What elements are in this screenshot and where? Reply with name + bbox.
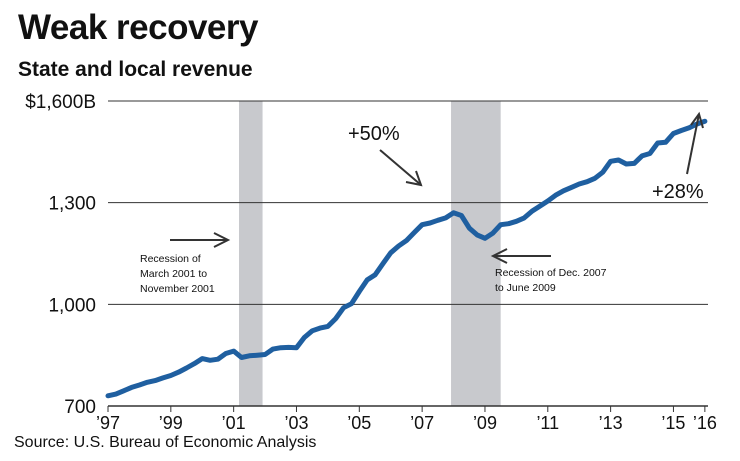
recession-note-2001-line-2: March 2001 to [140, 268, 207, 280]
recession-note-2001: Recession of March 2001 to November 2001 [140, 232, 231, 295]
x-tick-label: ’01 [222, 413, 246, 433]
chart-title: Weak recovery [18, 8, 258, 47]
y-tick-label: 700 [64, 397, 96, 418]
annotation-plus-28: +28% [652, 111, 704, 203]
recession-note-2001-line-3: November 2001 [140, 283, 215, 295]
recession-band-1 [238, 101, 263, 406]
y-tick-label: 1,300 [48, 194, 96, 215]
x-tick-label: ’97 [96, 413, 120, 433]
data-series [105, 118, 708, 399]
annotation-plus-50-label: +50% [348, 123, 400, 145]
recession-bands [238, 101, 501, 406]
arrow-up-icon [686, 111, 704, 175]
x-tick-label: ’11 [536, 413, 559, 433]
x-tick-label: ’07 [410, 413, 434, 433]
x-tick-label: ’03 [284, 413, 308, 433]
x-tick-label: ’99 [159, 413, 183, 433]
recession-note-2008-line-1: Recession of Dec. 2007 [495, 267, 607, 279]
source-note: Source: U.S. Bureau of Economic Analysis [14, 434, 317, 451]
recession-note-2008-line-2: to June 2009 [495, 282, 556, 294]
series-line-1 [105, 118, 708, 399]
x-tick-label: ’13 [599, 413, 623, 433]
recession-note-2001-line-1: Recession of [140, 253, 201, 265]
y-axis-labels: $1,600B 1,300 1,000 700 [25, 92, 96, 418]
x-tick-label: ’05 [347, 413, 371, 433]
y-tick-label: 1,000 [48, 295, 96, 316]
gridlines [108, 100, 708, 407]
recession-note-2008: Recession of Dec. 2007 to June 2009 [490, 248, 607, 294]
x-axis: ’97 ’99 ’01 ’03 ’05 ’07 ’09 ’11 ’13 ’15 ’16 [96, 406, 717, 433]
arrow-right-icon [170, 232, 231, 248]
y-tick-label: $1,600B [25, 92, 96, 113]
annotation-plus-50: +50% [348, 123, 423, 187]
x-tick-label: ’09 [473, 413, 497, 433]
arrow-diagonal-icon [379, 149, 423, 187]
x-tick-label: ’15 [661, 413, 685, 433]
x-tick-label: ’16 [693, 413, 717, 433]
recession-band-2 [451, 101, 501, 406]
chart-subtitle: State and local revenue [18, 58, 253, 81]
annotation-plus-28-label: +28% [652, 181, 704, 203]
arrow-left-icon [490, 248, 551, 264]
